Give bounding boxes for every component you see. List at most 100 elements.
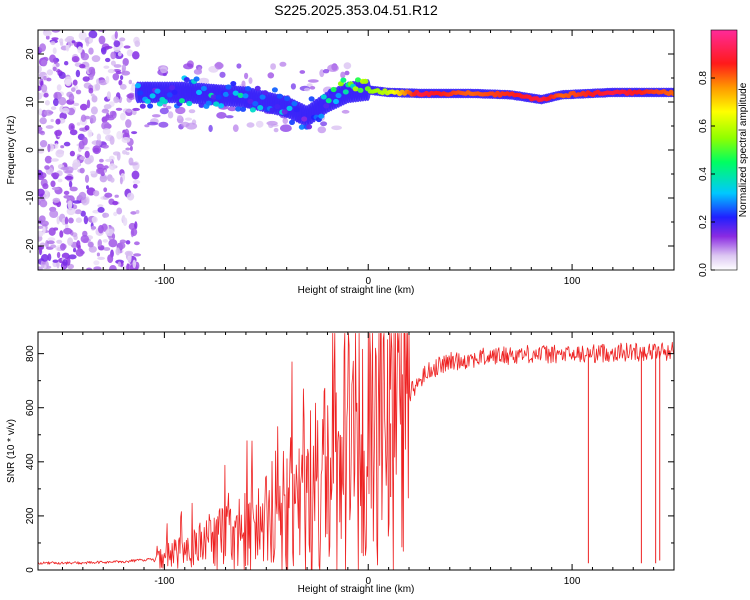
noise-blob <box>52 66 57 72</box>
ridge-core <box>166 92 173 98</box>
noise-blob <box>118 79 123 86</box>
noise-blob <box>56 239 63 244</box>
noise-blob <box>38 225 43 229</box>
noise-blob <box>119 176 123 185</box>
ridge-core <box>193 76 200 82</box>
noise-blob <box>79 167 85 174</box>
noise-blob <box>134 241 140 246</box>
ridge-core <box>154 88 161 94</box>
noise-blob <box>128 79 132 85</box>
ridge-core <box>137 90 144 96</box>
noise-blob <box>160 66 168 74</box>
noise-blob <box>96 167 105 175</box>
ridge-core <box>298 124 305 130</box>
noise-blob <box>273 127 279 133</box>
ridge-core <box>230 81 237 87</box>
noise-blob <box>51 30 61 33</box>
noise-blob <box>119 37 126 42</box>
noise-blob <box>214 61 223 70</box>
ridge-core <box>183 77 190 83</box>
noise-blob <box>78 140 85 150</box>
noise-blob <box>246 122 255 128</box>
noise-blob <box>317 126 327 134</box>
noise-blob <box>56 260 60 269</box>
noise-blob <box>45 35 50 40</box>
noise-blob <box>80 103 88 111</box>
noise-blob <box>48 227 56 236</box>
noise-blob <box>78 248 83 252</box>
ridge-core <box>289 119 295 125</box>
noise-blob <box>109 135 115 145</box>
noise-blob <box>107 68 115 74</box>
noise-blob <box>130 211 137 215</box>
noise-blob <box>38 188 45 197</box>
x-tick-label: 100 <box>564 276 581 287</box>
noise-blob <box>105 158 113 162</box>
ridge-core <box>247 98 254 104</box>
noise-blob <box>79 63 86 69</box>
noise-blob <box>71 40 76 44</box>
snr-frame <box>37 331 675 571</box>
noise-blob <box>104 192 113 198</box>
noise-blob <box>78 191 87 201</box>
noise-blob <box>125 108 132 113</box>
noise-blob <box>56 84 62 91</box>
y-tick-label: -20 <box>25 238 36 253</box>
noise-blob <box>38 65 42 74</box>
noise-blob <box>101 116 108 123</box>
ridge-core <box>200 85 207 92</box>
noise-blob <box>92 145 101 155</box>
noise-blob <box>96 133 102 141</box>
noise-blob <box>268 121 274 129</box>
ridge-core <box>198 102 205 108</box>
noise-blob <box>126 192 135 201</box>
noise-blob <box>188 109 196 114</box>
noise-blob <box>51 37 59 41</box>
noise-blob <box>104 45 113 49</box>
noise-blob <box>41 254 49 262</box>
noise-blob <box>303 87 311 92</box>
noise-blob <box>38 92 43 100</box>
ridge-core <box>257 105 264 111</box>
noise-blob <box>103 65 110 69</box>
noise-blob <box>68 180 73 188</box>
ridge-core <box>242 93 249 99</box>
spectrogram-x-label: Height of straight line (km) <box>298 285 415 296</box>
x-tick-label: 0 <box>365 276 371 287</box>
noise-blob <box>83 215 89 225</box>
noise-blob <box>66 207 76 216</box>
noise-blob <box>99 175 108 183</box>
noise-blob <box>106 91 111 100</box>
noise-blob <box>99 158 104 163</box>
noise-blob <box>64 170 73 174</box>
noise-blob <box>87 129 93 138</box>
noise-blob <box>52 197 61 203</box>
noise-blob <box>88 155 94 163</box>
noise-blob <box>320 121 328 127</box>
noise-blob <box>43 92 49 98</box>
noise-blob <box>236 63 242 69</box>
ridge-core <box>284 95 291 102</box>
ridge-core <box>330 86 337 93</box>
noise-blob <box>114 194 119 198</box>
noise-blob <box>184 117 193 121</box>
noise-blob <box>43 30 52 37</box>
noise-blob <box>67 237 74 246</box>
noise-blob <box>87 241 94 248</box>
noise-blob <box>39 43 46 52</box>
noise-blob <box>68 123 75 132</box>
y-tick-label: 0 <box>25 567 36 573</box>
noise-blob <box>88 245 97 253</box>
noise-blob <box>97 206 105 213</box>
noise-blob <box>90 106 98 115</box>
noise-blob <box>86 267 93 270</box>
noise-blob <box>44 165 50 170</box>
noise-blob <box>122 58 129 66</box>
noise-blob <box>279 61 287 67</box>
noise-blob <box>290 83 296 90</box>
noise-blob <box>78 31 87 41</box>
noise-blob <box>115 71 122 75</box>
noise-blob <box>86 99 91 109</box>
noise-blob <box>241 80 246 88</box>
noise-blob <box>53 91 62 100</box>
